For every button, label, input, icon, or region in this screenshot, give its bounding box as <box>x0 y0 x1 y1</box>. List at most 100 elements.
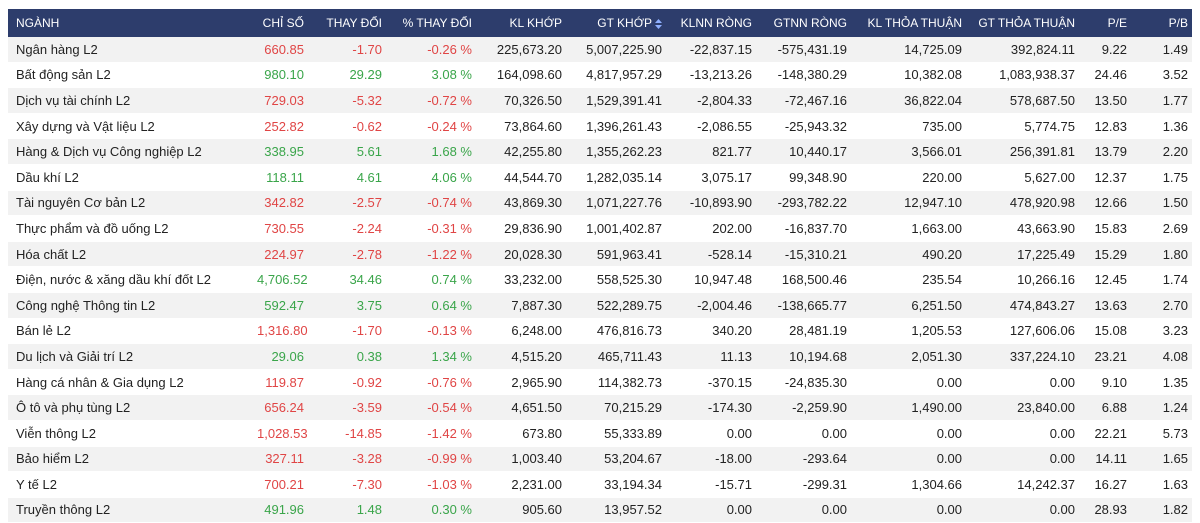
cell-value: 43,869.30 <box>476 190 566 217</box>
sector-name: Truyền thông L2 <box>8 497 253 523</box>
cell-value: -0.99 % <box>386 446 476 473</box>
cell-value: -0.76 % <box>386 369 476 396</box>
cell-value: 1,282,035.14 <box>566 164 666 191</box>
cell-value: 29.29 <box>308 62 386 89</box>
column-header[interactable]: KL THỎA THUẬN <box>851 9 966 37</box>
column-header[interactable]: CHỈ SỐ <box>253 9 308 37</box>
cell-value: 0.30 % <box>386 497 476 523</box>
cell-value: 0.00 <box>851 369 966 396</box>
cell-value: -15,310.21 <box>756 241 851 268</box>
header-label: GT THỎA THUẬN <box>978 16 1075 30</box>
cell-value: 168,500.46 <box>756 266 851 293</box>
cell-value: 327.11 <box>253 446 308 473</box>
cell-value: 1,663.00 <box>851 215 966 242</box>
sector-name: Du lịch và Giải trí L2 <box>8 343 253 370</box>
cell-value: 23.21 <box>1079 343 1131 370</box>
cell-value: 0.00 <box>966 446 1079 473</box>
sector-name: Dầu khí L2 <box>8 164 253 191</box>
table-body: Ngân hàng L2 660.85 -1.70 -0.26 % 225,673.20… <box>8 37 1192 523</box>
cell-value: 43,663.90 <box>966 215 1079 242</box>
cell-value: 1,001,402.87 <box>566 215 666 242</box>
column-header[interactable]: GTNN RÒNG <box>756 9 851 37</box>
column-header[interactable]: GT KHỚP <box>566 9 666 37</box>
cell-value: 522,289.75 <box>566 292 666 319</box>
cell-value: 0.00 <box>756 497 851 523</box>
cell-value: 1.35 <box>1131 369 1192 396</box>
cell-value: 13.63 <box>1079 292 1131 319</box>
cell-value: 465,711.43 <box>566 343 666 370</box>
sector-row[interactable]: Công nghệ Thông tin L2 592.47 3.75 0.64 % 7,… <box>8 292 1192 319</box>
cell-value: 127,606.06 <box>966 318 1079 345</box>
cell-value: 491.96 <box>253 497 308 523</box>
column-header[interactable]: KL KHỚP <box>476 9 566 37</box>
cell-value: -0.74 % <box>386 190 476 217</box>
cell-value: 36,822.04 <box>851 87 966 114</box>
cell-value: -1.03 % <box>386 471 476 498</box>
cell-value: 10,194.68 <box>756 343 851 370</box>
sector-row[interactable]: Du lịch và Giải trí L2 29.06 0.38 1.34 % 4,5… <box>8 343 1192 370</box>
column-header[interactable]: P/E <box>1079 9 1131 37</box>
cell-value: 7,887.30 <box>476 292 566 319</box>
cell-value: 340.20 <box>666 318 756 345</box>
column-header[interactable]: NGÀNH <box>8 9 253 37</box>
sector-row[interactable]: Y tế L2 700.21 -7.30 -1.03 % 2,231.00 33,194.… <box>8 471 1192 498</box>
cell-value: 1.63 <box>1131 471 1192 498</box>
cell-value: 558,525.30 <box>566 266 666 293</box>
sector-row[interactable]: Thực phẩm và đồ uống L2 730.55 -2.24 -0.31 … <box>8 215 1192 242</box>
column-header[interactable]: P/B <box>1131 9 1192 37</box>
sector-row[interactable]: Điện, nước & xăng dầu khí đốt L2 4,706.52… <box>8 266 1192 293</box>
sector-row[interactable]: Ngân hàng L2 660.85 -1.70 -0.26 % 225,673.20… <box>8 37 1192 63</box>
header-label: GTNN RÒNG <box>773 16 847 30</box>
sector-row[interactable]: Truyền thông L2 491.96 1.48 0.30 % 905.60 13,… <box>8 497 1192 523</box>
cell-value: 70,326.50 <box>476 87 566 114</box>
cell-value: 6,248.00 <box>476 318 566 345</box>
cell-value: 55,333.89 <box>566 420 666 447</box>
sector-row[interactable]: Ô tô và phụ tùng L2 656.24 -3.59 -0.54 % 4,6… <box>8 394 1192 421</box>
cell-value: 660.85 <box>253 37 308 63</box>
cell-value: -293.64 <box>756 446 851 473</box>
sector-row[interactable]: Dịch vụ tài chính L2 729.03 -5.32 -0.72 % 70… <box>8 87 1192 114</box>
header-label: KL THỎA THUẬN <box>867 16 962 30</box>
cell-value: 12.45 <box>1079 266 1131 293</box>
cell-value: 0.00 <box>756 420 851 447</box>
cell-value: 29.06 <box>253 343 308 370</box>
cell-value: 338.95 <box>253 138 308 165</box>
sector-row[interactable]: Viễn thông L2 1,028.53 -14.85 -1.42 % 673.80… <box>8 420 1192 447</box>
column-header[interactable]: GT THỎA THUẬN <box>966 9 1079 37</box>
sector-row[interactable]: Hàng & Dịch vụ Công nghiệp L2 338.95 5.61 1… <box>8 138 1192 165</box>
cell-value: 2,231.00 <box>476 471 566 498</box>
cell-value: -16,837.70 <box>756 215 851 242</box>
cell-value: 256,391.81 <box>966 138 1079 165</box>
cell-value: -13,213.26 <box>666 62 756 89</box>
cell-value: 0.00 <box>851 497 966 523</box>
cell-value: 15.83 <box>1079 215 1131 242</box>
cell-value: 0.74 % <box>386 266 476 293</box>
cell-value: 2.70 <box>1131 292 1192 319</box>
cell-value: 591,963.41 <box>566 241 666 268</box>
column-header[interactable]: THAY ĐỔI <box>308 9 386 37</box>
cell-value: 24.46 <box>1079 62 1131 89</box>
cell-value: 2.69 <box>1131 215 1192 242</box>
sector-row[interactable]: Hóa chất L2 224.97 -2.78 -1.22 % 20,028.30 59… <box>8 241 1192 268</box>
sector-row[interactable]: Tài nguyên Cơ bản L2 342.82 -2.57 -0.74 % 43… <box>8 190 1192 217</box>
column-header[interactable]: % THAY ĐỔI <box>386 9 476 37</box>
header-label: KL KHỚP <box>509 16 562 30</box>
cell-value: 1,316.80 <box>253 318 308 345</box>
sector-row[interactable]: Dầu khí L2 118.11 4.61 4.06 % 44,544.70 1,282… <box>8 164 1192 191</box>
column-header[interactable]: KLNN RÒNG <box>666 9 756 37</box>
cell-value: 13.79 <box>1079 138 1131 165</box>
cell-value: 592.47 <box>253 292 308 319</box>
sector-row[interactable]: Hàng cá nhân & Gia dụng L2 119.87 -0.92 -0.… <box>8 369 1192 396</box>
cell-value: -25,943.32 <box>756 113 851 140</box>
sector-row[interactable]: Bán lẻ L2 1,316.80 -1.70 -0.13 % 6,248.00 476… <box>8 318 1192 345</box>
sector-row[interactable]: Bất động sản L2 980.10 29.29 3.08 % 164,098.… <box>8 62 1192 89</box>
cell-value: 2,051.30 <box>851 343 966 370</box>
cell-value: 119.87 <box>253 369 308 396</box>
cell-value: -2,004.46 <box>666 292 756 319</box>
cell-value: -14.85 <box>308 420 386 447</box>
cell-value: 5,007,225.90 <box>566 37 666 63</box>
cell-value: 12.66 <box>1079 190 1131 217</box>
sector-row[interactable]: Xây dựng và Vật liệu L2 252.82 -0.62 -0.24 … <box>8 113 1192 140</box>
sector-row[interactable]: Bảo hiểm L2 327.11 -3.28 -0.99 % 1,003.40 53,… <box>8 446 1192 473</box>
